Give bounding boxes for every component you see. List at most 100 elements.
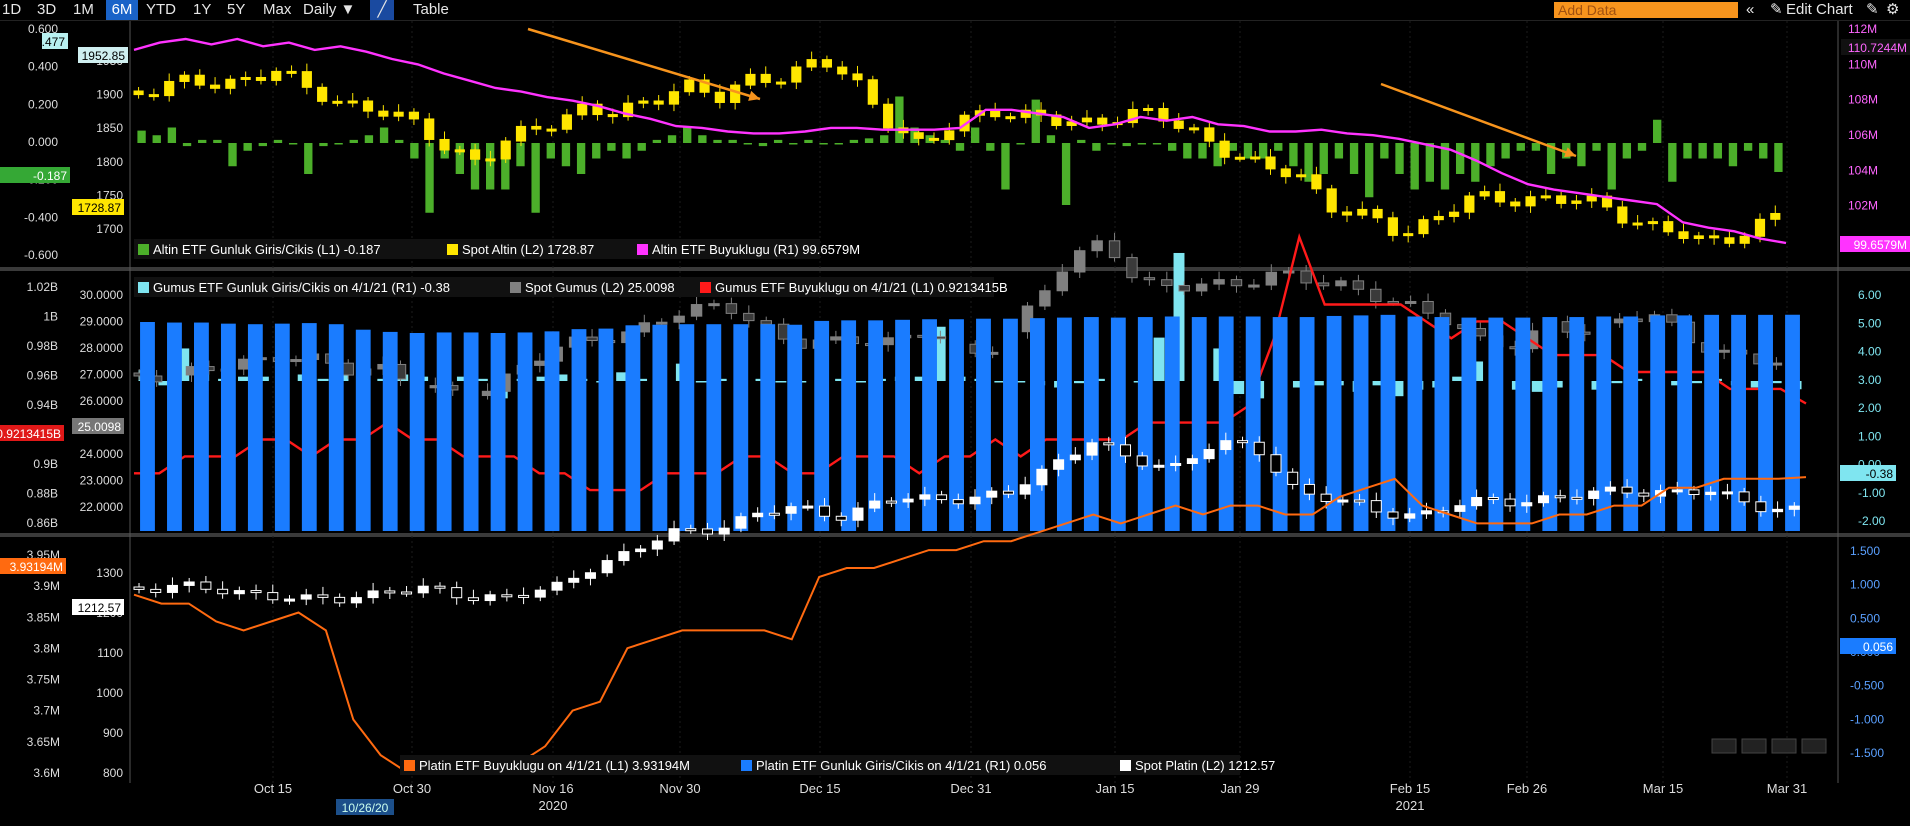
table-button[interactable]: Table xyxy=(413,1,449,18)
silver-flow-bar xyxy=(476,378,488,381)
silver-flow-bar xyxy=(1671,381,1683,386)
plat-candle xyxy=(1420,510,1432,515)
range-1d-button[interactable]: 1D xyxy=(2,1,22,18)
range-max-button[interactable]: Max xyxy=(263,1,292,18)
plat-flow-bar xyxy=(1137,317,1153,531)
gold-candle xyxy=(179,74,190,82)
gold-candle xyxy=(944,130,955,141)
left-tick-label: 3.7M xyxy=(33,704,60,718)
silver-flow-bar xyxy=(616,372,628,381)
plat-candle xyxy=(367,590,379,599)
left-tick-label: -0.600 xyxy=(24,248,58,262)
gold-flow-bar xyxy=(137,130,146,143)
gold-flow-bar xyxy=(622,143,631,159)
silver-candle xyxy=(534,360,546,366)
price-tick-label: 22.0000 xyxy=(80,500,124,514)
year-label: 2021 xyxy=(1396,798,1425,813)
price-badge: 1212.57 xyxy=(78,601,122,615)
plat-candle xyxy=(1521,502,1533,507)
gold-flow-bar xyxy=(1077,139,1086,143)
gold-flow-bar xyxy=(1774,143,1783,172)
price-tick-label: 800 xyxy=(103,766,123,780)
plat-flow-bar xyxy=(1164,316,1180,531)
plat-flow-bar xyxy=(598,328,614,531)
plat-candle xyxy=(1638,492,1650,497)
plat-candle xyxy=(618,551,630,562)
gold-candle xyxy=(1265,156,1276,170)
gold-flow-bar xyxy=(970,127,980,143)
interval-dropdown[interactable]: Daily ▼ xyxy=(303,1,356,18)
silver-flow-bar xyxy=(1531,381,1543,392)
gold-flow-bar xyxy=(1410,143,1419,190)
plat-candle xyxy=(601,560,613,574)
gold-flow-bar xyxy=(425,143,434,213)
plat-flow-bar xyxy=(409,333,425,531)
gold-flow-bar xyxy=(1349,143,1359,174)
range-1y-button[interactable]: 1Y xyxy=(193,1,212,18)
plat-candle xyxy=(1287,471,1299,485)
price-badge-bg xyxy=(72,418,124,434)
range-3d-button[interactable]: 3D xyxy=(37,1,57,18)
gold-candle xyxy=(1709,235,1720,239)
plat-flow-bar xyxy=(1758,314,1773,531)
gear-icon[interactable]: ⚙ xyxy=(1886,1,1900,18)
gold-candle xyxy=(959,114,970,132)
gold-flow-bar xyxy=(1243,143,1253,159)
edit-icon[interactable]: ✎ xyxy=(1866,1,1879,18)
price-tick-label: 1850 xyxy=(96,121,123,135)
gold-flow-bar xyxy=(1016,143,1025,145)
edit-chart-button[interactable]: Edit Chart xyxy=(1786,1,1853,18)
plat-flow-bar xyxy=(490,333,506,531)
silver-candle xyxy=(673,315,685,323)
range-1m-button[interactable]: 1M xyxy=(73,1,94,18)
plat-candle xyxy=(819,505,831,517)
range-ytd-button[interactable]: YTD xyxy=(146,1,176,18)
plat-candle xyxy=(1504,498,1516,507)
plat-flow-bar xyxy=(1299,317,1315,531)
right-tick-label: 1.00 xyxy=(1858,429,1882,443)
trend-arrow-head xyxy=(1564,147,1576,158)
left-tick-label: 3.8M xyxy=(33,641,60,655)
gold-flow-bar xyxy=(1274,143,1283,151)
gold-flow-bar xyxy=(1728,143,1738,167)
gold-candle xyxy=(1143,108,1154,112)
gold-flow-bar xyxy=(1683,143,1692,159)
plat-candle xyxy=(701,528,714,535)
gold-flow-bar xyxy=(804,139,813,143)
plat-candle xyxy=(334,596,346,604)
add-data-input[interactable]: Add Data xyxy=(1554,2,1738,18)
plat-flow-bar xyxy=(679,324,695,531)
plat-candle xyxy=(1069,454,1081,461)
plat-candle xyxy=(1588,490,1600,499)
chart-toolbar: 1D 3D 1M 6M YTD 1Y 5Y Max Daily ▼ ╱ Tabl… xyxy=(0,0,1910,21)
plat-candle xyxy=(1554,495,1566,499)
silver-candle xyxy=(1074,250,1086,273)
silver-flow-bar xyxy=(1452,376,1464,381)
silver-candle xyxy=(290,359,302,363)
silver-candle xyxy=(1108,240,1121,259)
plat-candle xyxy=(1387,511,1399,519)
left-tick-label: 3.9M xyxy=(33,579,60,593)
silver-label: Gumus ETF Gunluk Giris/Cikis on 4/1/21 (… xyxy=(153,280,450,295)
gold-candle xyxy=(286,70,297,74)
date-tick-label: Feb 15 xyxy=(1390,781,1430,796)
price-badge: 1952.85 xyxy=(82,49,126,63)
gold-candle xyxy=(699,79,710,93)
gold-flow-bar xyxy=(1562,143,1571,159)
gold-candle xyxy=(332,100,343,104)
line-chart-icon[interactable]: ╱ xyxy=(370,0,394,20)
plat-flow-bar xyxy=(1569,317,1585,531)
silver-flow-bar xyxy=(1074,381,1085,384)
silver-flow-bar xyxy=(456,376,468,381)
range-6m-button[interactable]: 6M xyxy=(106,0,138,20)
plat-candle xyxy=(668,528,680,542)
silver-candle xyxy=(638,322,651,333)
plat-candle xyxy=(986,490,998,498)
price-tick-label: 1700 xyxy=(96,222,123,236)
pencil-icon[interactable]: ✎ xyxy=(1770,1,1783,18)
gold-candle xyxy=(745,73,756,86)
range-5y-button[interactable]: 5Y xyxy=(227,1,246,18)
plat-candle xyxy=(1086,442,1098,456)
collapse-icon[interactable]: « xyxy=(1746,1,1755,18)
gold-swatch xyxy=(637,244,648,255)
